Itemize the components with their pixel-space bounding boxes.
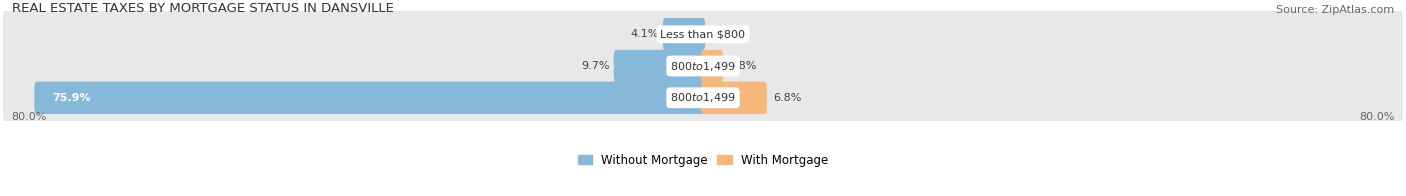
Text: 4.1%: 4.1% <box>630 29 658 39</box>
FancyBboxPatch shape <box>662 18 706 50</box>
Text: 80.0%: 80.0% <box>1360 113 1395 122</box>
Text: 80.0%: 80.0% <box>11 113 46 122</box>
Text: $800 to $1,499: $800 to $1,499 <box>671 91 735 104</box>
Text: Source: ZipAtlas.com: Source: ZipAtlas.com <box>1277 5 1395 15</box>
Legend: Without Mortgage, With Mortgage: Without Mortgage, With Mortgage <box>574 149 832 172</box>
Text: 6.8%: 6.8% <box>773 93 801 103</box>
Text: 0.0%: 0.0% <box>713 29 742 39</box>
FancyBboxPatch shape <box>3 70 1403 126</box>
FancyBboxPatch shape <box>34 82 706 114</box>
FancyBboxPatch shape <box>3 6 1403 62</box>
Text: 1.8%: 1.8% <box>730 61 758 71</box>
Text: Less than $800: Less than $800 <box>661 29 745 39</box>
FancyBboxPatch shape <box>700 82 766 114</box>
Text: 75.9%: 75.9% <box>52 93 90 103</box>
FancyBboxPatch shape <box>614 50 706 82</box>
Text: $800 to $1,499: $800 to $1,499 <box>671 60 735 73</box>
FancyBboxPatch shape <box>700 50 723 82</box>
FancyBboxPatch shape <box>3 38 1403 94</box>
Text: REAL ESTATE TAXES BY MORTGAGE STATUS IN DANSVILLE: REAL ESTATE TAXES BY MORTGAGE STATUS IN … <box>11 2 394 15</box>
Text: 9.7%: 9.7% <box>581 61 609 71</box>
